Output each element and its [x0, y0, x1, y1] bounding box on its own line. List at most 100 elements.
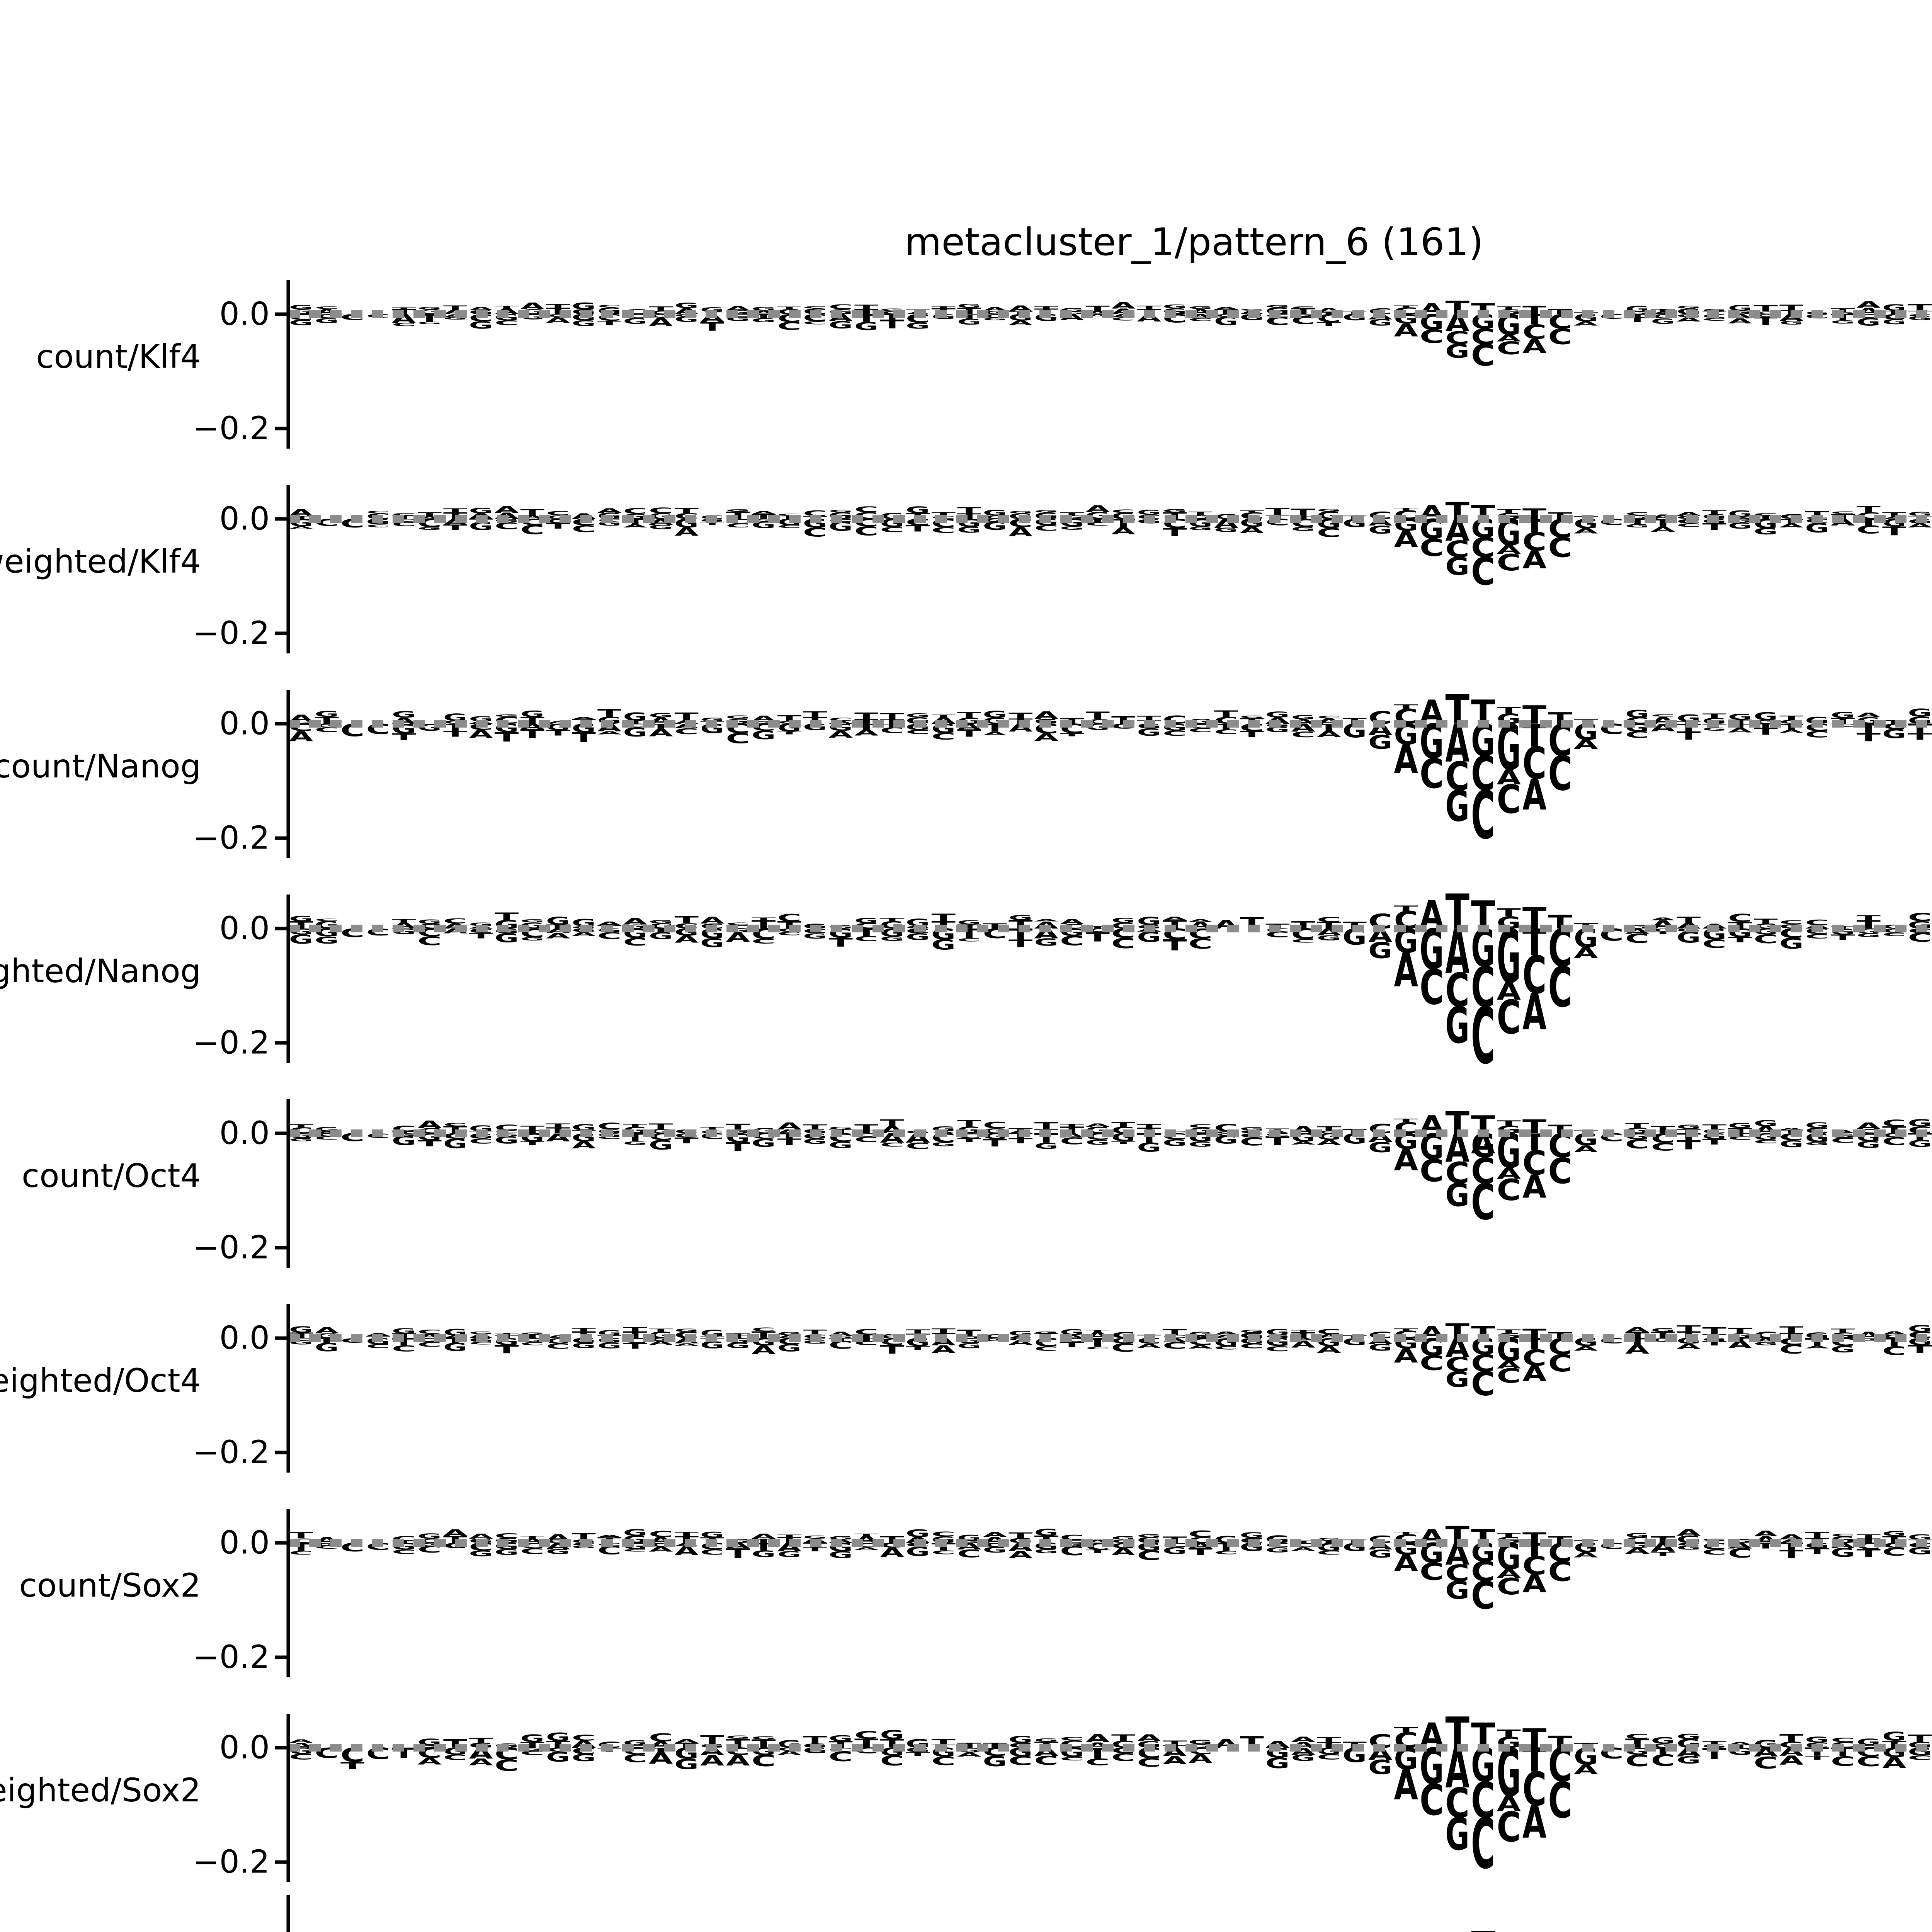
- logo-letter-G: G: [829, 319, 853, 331]
- logo-letter-A: A: [1317, 730, 1341, 739]
- logo-letter-C: C: [1497, 549, 1521, 576]
- logo-letter-C: C: [726, 922, 750, 926]
- logo-letter-C: C: [546, 510, 570, 517]
- logo-letter-T: T: [649, 1328, 673, 1333]
- logo-plot-layer: GGCGACCGTTACGGTGATAGGACGATGCGAGTTCAGGGGG…: [275, 280, 1932, 1932]
- logo-letter-G: G: [983, 317, 1007, 321]
- logo-letter-C: C: [1651, 1141, 1675, 1153]
- logo-letter-G: G: [957, 919, 981, 926]
- logo-letter-G: G: [1060, 311, 1084, 315]
- logo-letter-T: T: [777, 1534, 802, 1537]
- logo-letter-A: A: [1574, 1551, 1598, 1559]
- logo-letter-T: T: [1497, 1895, 1521, 1932]
- logo-letter-A: A: [1394, 944, 1418, 997]
- logo-letter-G: G: [1728, 713, 1752, 722]
- logo-letter-A: A: [752, 510, 776, 515]
- logo-letter-G: G: [443, 1341, 468, 1354]
- logo-letter-C: C: [1702, 937, 1727, 951]
- logo-letter-T: T: [1189, 1547, 1213, 1557]
- logo-letter-G: G: [1728, 1122, 1752, 1129]
- logo-letter-T: T: [1317, 321, 1341, 327]
- logo-letter-C: C: [289, 1550, 313, 1556]
- logo-letter-T: T: [777, 731, 802, 736]
- logo-letter-G: G: [289, 318, 313, 327]
- logo-letter-G: G: [623, 1140, 648, 1146]
- logo-letter-G: G: [1291, 313, 1316, 317]
- y-tick-label: −0.2: [193, 1230, 270, 1266]
- logo-letter-A: A: [572, 931, 596, 937]
- logo-letter-G: G: [1805, 1735, 1830, 1745]
- logo-letter-T: T: [1857, 1547, 1881, 1560]
- logo-letter-G: G: [1625, 311, 1650, 315]
- logo-letter-G: G: [623, 1528, 648, 1538]
- logo-row: TGGGGCGGATGCGCCACAAGCTGTGGGGCGTGAAGGGATA…: [275, 884, 1932, 1082]
- logo-letter-G: G: [1214, 527, 1238, 533]
- logo-letter-G: G: [1882, 1530, 1906, 1537]
- logo-letter-C: C: [854, 935, 879, 943]
- logo-letter-G: G: [1702, 727, 1727, 731]
- logo-letter-G: G: [957, 525, 981, 534]
- logo-letter-C: C: [520, 1341, 545, 1346]
- logo-letter-T: T: [1497, 508, 1521, 514]
- logo-letter-G: G: [443, 316, 468, 321]
- logo-letter-C: C: [649, 1529, 673, 1539]
- logo-letter-C: C: [906, 1141, 930, 1151]
- logo-letter-G: G: [829, 1140, 853, 1150]
- logo-letter-A: A: [649, 727, 673, 739]
- logo-letter-C: C: [1240, 1136, 1264, 1148]
- logo-letter-G: G: [1446, 1576, 1470, 1605]
- logo-letter-T: T: [1137, 714, 1162, 721]
- logo-letter-C: C: [469, 1137, 493, 1145]
- logo-letter-C: C: [1471, 325, 1495, 349]
- logo-letter-G: G: [1446, 552, 1470, 581]
- logo-letter-C: C: [1317, 1753, 1341, 1761]
- logo-letter-T: T: [983, 1137, 1007, 1149]
- logo-letter-C: C: [1060, 933, 1084, 949]
- logo-letter-C: C: [1702, 1548, 1727, 1556]
- logo-letter-G: G: [520, 1733, 545, 1745]
- logo-letter-G: G: [675, 301, 699, 310]
- logo-letter-T: T: [1677, 1324, 1701, 1333]
- logo-letter-G: G: [777, 1342, 802, 1354]
- logo-letter-A: A: [1779, 523, 1804, 529]
- logo-letter-G: G: [1368, 524, 1393, 536]
- logo-letter-C: C: [1471, 550, 1495, 594]
- logo-row: AAGCGGCATGCGTAAGCCTGGCTGCGACCGCTCGCCACTA…: [275, 1708, 1932, 1884]
- logo-letter-G: G: [1240, 715, 1264, 719]
- logo-letter-G: G: [289, 304, 313, 311]
- logo-letter-T: T: [392, 307, 416, 310]
- row-label-weighted-nanog: weighted/Nanog: [0, 952, 201, 990]
- logo-letter-G: G: [1137, 1534, 1162, 1538]
- logo-letter-G: G: [957, 1342, 981, 1350]
- logo-letter-C: C: [495, 1532, 519, 1540]
- logo-letter-A: A: [546, 932, 570, 940]
- logo-letter-A: A: [1574, 1345, 1598, 1352]
- logo-letter-G: G: [315, 1341, 339, 1354]
- logo-letter-G: G: [1265, 710, 1290, 719]
- logo-letter-T: T: [443, 507, 468, 514]
- logo-letter-T: T: [957, 711, 981, 720]
- logo-letter-T: T: [469, 931, 493, 940]
- logo-letter-G: G: [1882, 1730, 1906, 1743]
- logo-letter-A: A: [1625, 1326, 1650, 1334]
- logo-letter-G: G: [520, 918, 545, 923]
- logo-letter-G: G: [1240, 1329, 1264, 1334]
- logo-letter-C: C: [932, 731, 956, 742]
- logo-letter-T: T: [1857, 504, 1881, 515]
- logo-letter-A: A: [469, 306, 493, 311]
- logo-letter-C: C: [1548, 1556, 1573, 1588]
- logo-letter-G: G: [1651, 1327, 1675, 1333]
- logo-letter-T: T: [906, 1751, 930, 1757]
- logo-letter-C: C: [1189, 318, 1213, 322]
- logo-letter-G: G: [1137, 508, 1162, 516]
- logo-letter-G: G: [932, 937, 956, 953]
- logo-letter-G: G: [1754, 527, 1778, 536]
- logo-letter-A: A: [649, 1749, 673, 1768]
- logo-letter-T: T: [1805, 1547, 1830, 1556]
- logo-letter-A: A: [520, 301, 545, 311]
- logo-letter-A: A: [1857, 299, 1881, 310]
- logo-letter-C: C: [1908, 911, 1932, 924]
- logo-letter-C: C: [1471, 777, 1495, 854]
- logo-letter-T: T: [1034, 1121, 1059, 1131]
- logo-letter-A: A: [1728, 317, 1752, 325]
